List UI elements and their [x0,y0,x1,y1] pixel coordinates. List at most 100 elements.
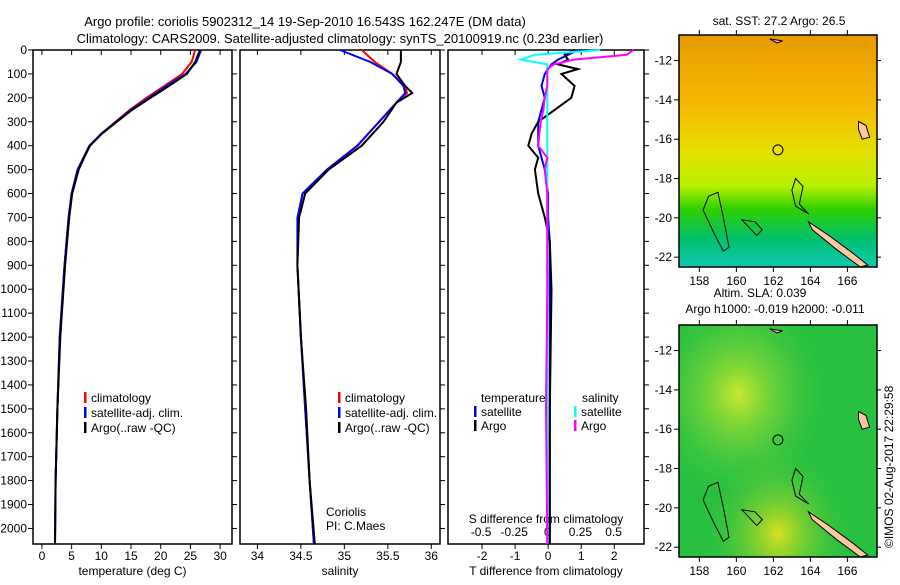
x-axis-label: T difference from climatology [469,564,623,578]
x-tick-label: 15 [124,549,138,563]
lat-tick-label: -14 [655,383,673,397]
y-tick-label: 1100 [1,306,27,320]
series-line-1 [296,49,407,545]
x-tick-label: 1 [578,549,585,563]
y-tick-label: 1200 [0,330,27,344]
legend-marker [574,420,577,431]
map-title: sat. SST: 27.2 Argo: 26.5 [713,14,846,28]
lon-tick-label: 164 [800,274,820,288]
lat-tick-label: -22 [655,540,673,554]
y-tick-label: 0 [20,43,27,57]
reef-outline [702,481,730,543]
plot-frame [447,49,645,545]
lat-tick-label: -20 [655,501,673,515]
legend-marker [84,392,87,403]
x-axis-label: salinity [322,564,359,578]
legend-title-temperature: temperature [481,391,546,405]
lon-tick-label: 166 [837,274,857,288]
lon-tick-label: 162 [763,564,783,578]
island-shape [807,220,869,268]
x2-tick-label: 0.25 [569,525,593,539]
series-line-0 [537,49,579,544]
credit-text: ©IMOS 02-Aug-2017 22:29:58 [882,385,896,548]
series-line-2 [516,49,601,544]
lat-tick-label: -18 [655,462,673,476]
x2-tick-label: 0.5 [605,525,622,539]
x-tick-label: 34 [251,549,265,563]
legend-label: Argo [581,419,607,433]
lon-tick-label: 166 [837,564,857,578]
series-line-3 [537,49,634,545]
legend-label: satellite [481,405,522,419]
x-tick-label: 36 [425,549,439,563]
x-tick-label: 5 [68,549,75,563]
x-tick-label: 0 [545,549,552,563]
x2-tick-label: -0.5 [471,525,492,539]
x-tick-label: 30 [213,549,227,563]
x-tick-label: -1 [510,549,521,563]
lat-tick-label: -22 [655,250,673,264]
lon-tick-label: 160 [726,274,746,288]
y-tick-label: 1600 [0,426,27,440]
legend-label: Argo(..raw -QC) [91,421,176,435]
lat-tick-label: -12 [655,54,673,68]
y-tick-label: 1900 [0,498,27,512]
y-tick-label: 2000 [0,521,27,535]
reef-outline [791,467,809,505]
plot-frame [32,49,233,545]
plot-frame [239,49,441,545]
legend-marker [84,407,87,418]
lat-tick-label: -14 [655,93,673,107]
x-tick-label: 34.5 [289,549,313,563]
legend-marker [338,407,341,418]
legend-label: climatology [91,391,151,405]
y-tick-label: 100 [7,67,27,81]
lat-tick-label: -16 [655,132,673,146]
y-tick-label: 300 [7,115,27,129]
reef-outline [702,191,730,253]
x-axis-label: temperature (deg C) [78,564,186,578]
x-tick-label: -2 [477,549,488,563]
series-line-0 [296,49,409,545]
y-tick-label: 1400 [0,378,27,392]
series-line-1 [527,49,582,544]
reef-outline [740,219,763,237]
legend-marker [338,422,341,433]
y-tick-label: 1300 [0,354,27,368]
island-shape [807,510,869,558]
sla-map-panel: 158 160 162 164 166 -12 -14 -16 -18 -20 -22 Altim. … [655,286,881,578]
series-line-2 [296,50,414,545]
y-tick-label: 500 [7,163,27,177]
x-tick-label: 20 [154,549,168,563]
lon-tick-label: 158 [689,564,709,578]
legend-title-salinity: salinity [582,391,619,405]
reef-outline [791,177,809,215]
annotation-text: Coriolis [326,505,366,519]
lat-tick-label: -18 [655,172,673,186]
y-tick-label: 900 [7,258,27,272]
x-tick-label: 0 [39,549,46,563]
sst-field [679,35,877,267]
island-shape [858,120,871,140]
x-tick-label: 35.5 [376,549,400,563]
y-tick-label: 800 [7,234,27,248]
sst-map-panel: 158 160 162 164 166 -12 -14 -16 -18 -20 -22 sat. SS… [655,14,881,288]
legend-marker [474,420,477,431]
y-tick-label: 1000 [0,282,27,296]
map-subtitle: Argo h1000: -0.019 h2000: -0.011 [685,302,865,316]
y-tick-label: 200 [7,91,27,105]
x-tick-label: 10 [95,549,109,563]
y-tick-label: 1800 [0,474,27,488]
figure-title-line2: Climatology: CARS2009. Satellite-adjuste… [77,31,604,46]
legend-marker [574,406,577,417]
map-title: Altim. SLA: 0.039 [714,286,807,300]
lat-tick-label: -12 [655,344,673,358]
x-tick-label: 35 [338,549,352,563]
legend-label: Argo(..raw -QC) [345,421,430,435]
lon-tick-label: 164 [800,564,820,578]
y-tick-label: 600 [7,187,27,201]
lat-tick-label: -16 [655,422,673,436]
argo-position-marker [772,434,784,446]
legend-label: Argo [481,419,507,433]
